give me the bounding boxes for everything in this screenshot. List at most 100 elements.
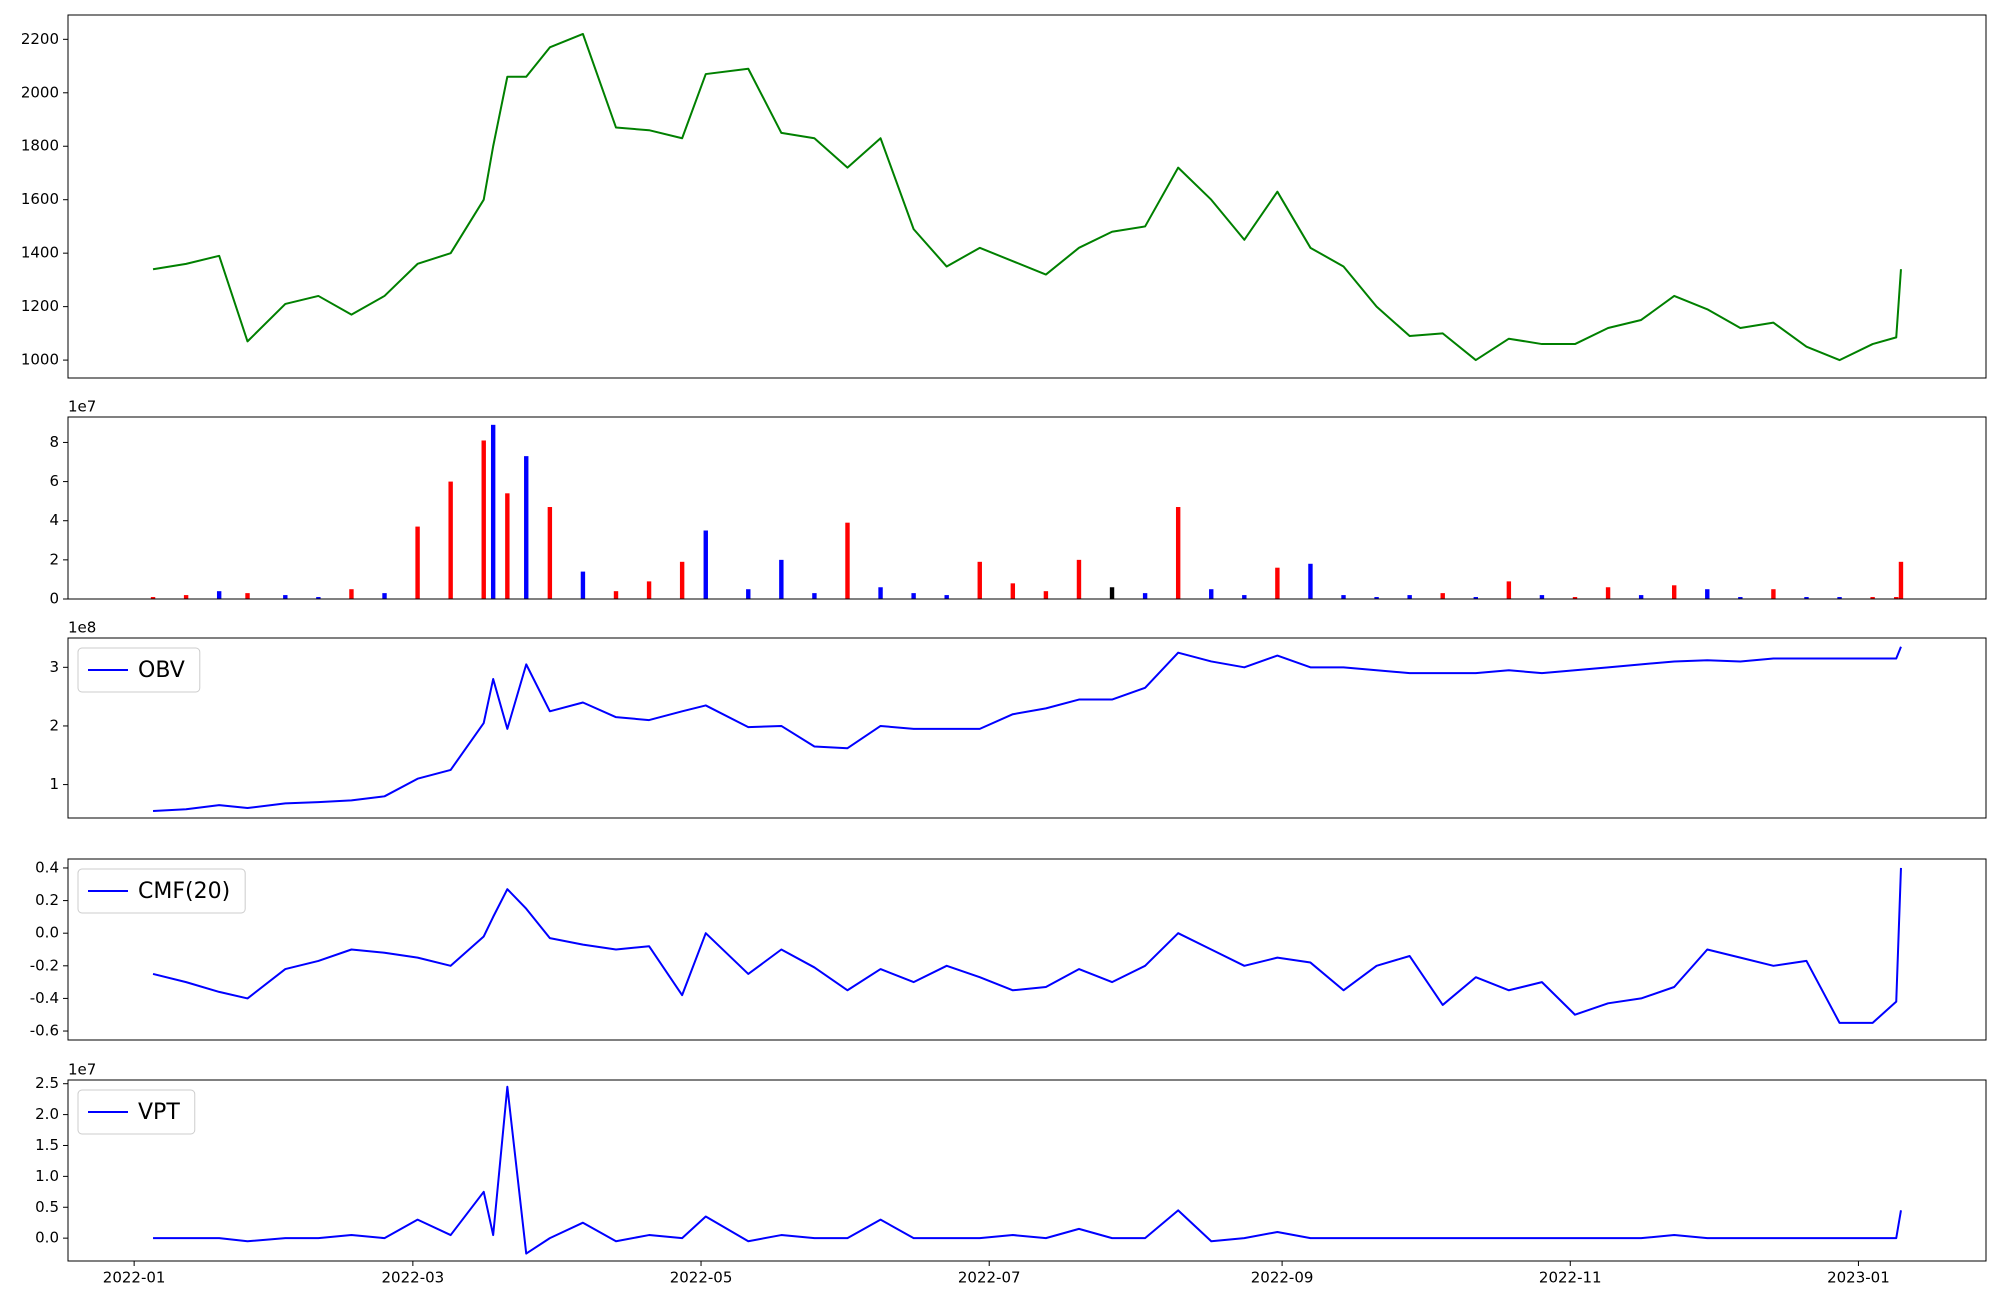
volume-bar xyxy=(1242,595,1247,599)
volume-bar xyxy=(481,440,486,599)
volume-bar xyxy=(1473,597,1478,599)
volume-bar xyxy=(944,595,949,599)
volume-bar xyxy=(415,526,420,599)
volume-bar xyxy=(448,481,453,599)
volume-bar xyxy=(845,522,850,599)
axes-frame xyxy=(67,1079,1987,1262)
y-tick-label: 0.5 xyxy=(35,1198,59,1216)
panel: 0.0 0.5 1.0 1.5 2.0 2.5 1e7 2022-01 2022-03 2022-… xyxy=(35,1061,1987,1287)
volume-bar xyxy=(1275,567,1280,599)
y-tick-label: 2.0 xyxy=(35,1105,59,1123)
y-tick-label: 4 xyxy=(49,511,59,529)
volume-bar xyxy=(746,589,751,599)
y-tick-label: -0.4 xyxy=(30,989,59,1007)
volume-bar xyxy=(1506,581,1512,599)
y-tick-label: 3 xyxy=(49,658,59,676)
volume-bar xyxy=(316,597,321,599)
volume-bar xyxy=(283,595,288,599)
volume-bar xyxy=(547,507,553,599)
volume-bar xyxy=(505,493,510,599)
volume-bar xyxy=(1407,595,1412,599)
volume-bar xyxy=(613,591,619,599)
axes-frame xyxy=(67,14,1987,379)
volume-bar xyxy=(245,593,250,599)
volume-bar xyxy=(580,571,586,599)
y-tick-label: 8 xyxy=(49,433,59,451)
volume-bar xyxy=(812,593,817,599)
volume-bar xyxy=(490,424,496,599)
volume-bar xyxy=(679,561,685,599)
volume-bar xyxy=(1440,593,1445,599)
series-line xyxy=(152,867,1902,1024)
volume-bar xyxy=(1894,597,1899,599)
volume-bar xyxy=(382,593,387,599)
volume-bar xyxy=(183,595,189,599)
x-tick-label: 2022-07 xyxy=(958,1269,1021,1287)
volume-bar xyxy=(1672,585,1677,599)
series-line xyxy=(152,32,1902,362)
panel: 1 2 3 1e8 OBV xyxy=(49,619,1987,819)
x-tick-label: 2022-11 xyxy=(1539,1269,1602,1287)
volume-bar xyxy=(1898,561,1904,599)
volume-bar xyxy=(646,581,652,599)
volume-bar xyxy=(1605,587,1611,599)
y-tick-label: 1600 xyxy=(21,190,59,208)
y-tick-label: 2 xyxy=(49,716,59,734)
y-tick-label: 1000 xyxy=(21,351,59,369)
volume-bar xyxy=(1638,595,1644,599)
volume-bar xyxy=(779,559,784,599)
panel: 0 2 4 6 8 1e7 xyxy=(49,398,1987,608)
y-tick-label: 0 xyxy=(49,590,59,608)
volume-bar xyxy=(1043,591,1049,599)
x-tick-label: 2022-03 xyxy=(382,1269,445,1287)
y-tick-label: -0.6 xyxy=(30,1022,59,1040)
y-tick-label: 6 xyxy=(49,472,59,490)
volume-bar xyxy=(1209,589,1214,599)
volume-bar xyxy=(1705,589,1710,599)
y-tick-label: -0.2 xyxy=(30,956,59,974)
volume-bar xyxy=(1870,597,1875,599)
axes-frame xyxy=(67,858,1987,1041)
y-tick-label: 2 xyxy=(49,550,59,568)
volume-bar xyxy=(878,587,883,599)
volume-bar xyxy=(216,591,222,599)
x-tick-label: 2023-01 xyxy=(1827,1269,1890,1287)
volume-bar xyxy=(1175,507,1181,599)
volume-bar xyxy=(703,530,708,599)
axes-frame xyxy=(67,637,1987,819)
y-tick-label: 1.5 xyxy=(35,1136,59,1154)
legend-label: CMF(20) xyxy=(138,879,230,904)
panel: -0.6 -0.4 -0.2 0.0 0.2 0.4 CMF(20) xyxy=(30,858,1987,1041)
x-tick-label: 2022-01 xyxy=(103,1269,166,1287)
volume-bar xyxy=(1142,593,1148,599)
y-tick-label: 0.0 xyxy=(35,924,59,942)
axis-offset-label: 1e8 xyxy=(68,619,96,637)
volume-bar xyxy=(1738,597,1743,599)
axis-offset-label: 1e7 xyxy=(68,398,96,416)
panel: 1000 1200 1400 1600 1800 2000 2200 xyxy=(21,14,1987,379)
volume-bar xyxy=(1572,597,1578,599)
y-tick-label: 1 xyxy=(49,775,59,793)
y-tick-label: 1400 xyxy=(21,244,59,262)
volume-bar xyxy=(1109,587,1115,599)
volume-bar xyxy=(1837,597,1842,599)
y-tick-label: 0.2 xyxy=(35,891,59,909)
legend-box xyxy=(77,868,246,914)
volume-bar xyxy=(1804,597,1809,599)
volume-bar xyxy=(1539,595,1545,599)
axes-frame xyxy=(67,416,1987,600)
volume-bar xyxy=(911,593,916,599)
volume-bar xyxy=(1374,597,1379,599)
legend-box xyxy=(77,647,201,693)
legend-label: VPT xyxy=(138,1100,180,1125)
series-line xyxy=(152,646,1902,812)
x-tick-label: 2022-05 xyxy=(670,1269,733,1287)
volume-bar xyxy=(150,597,156,599)
series-line xyxy=(153,1085,1902,1255)
legend-label: OBV xyxy=(138,658,185,683)
y-tick-label: 0.4 xyxy=(35,858,59,876)
legend-box xyxy=(77,1089,196,1135)
y-tick-label: 2200 xyxy=(21,30,59,48)
y-tick-label: 2000 xyxy=(21,83,59,101)
volume-bar xyxy=(349,589,354,599)
